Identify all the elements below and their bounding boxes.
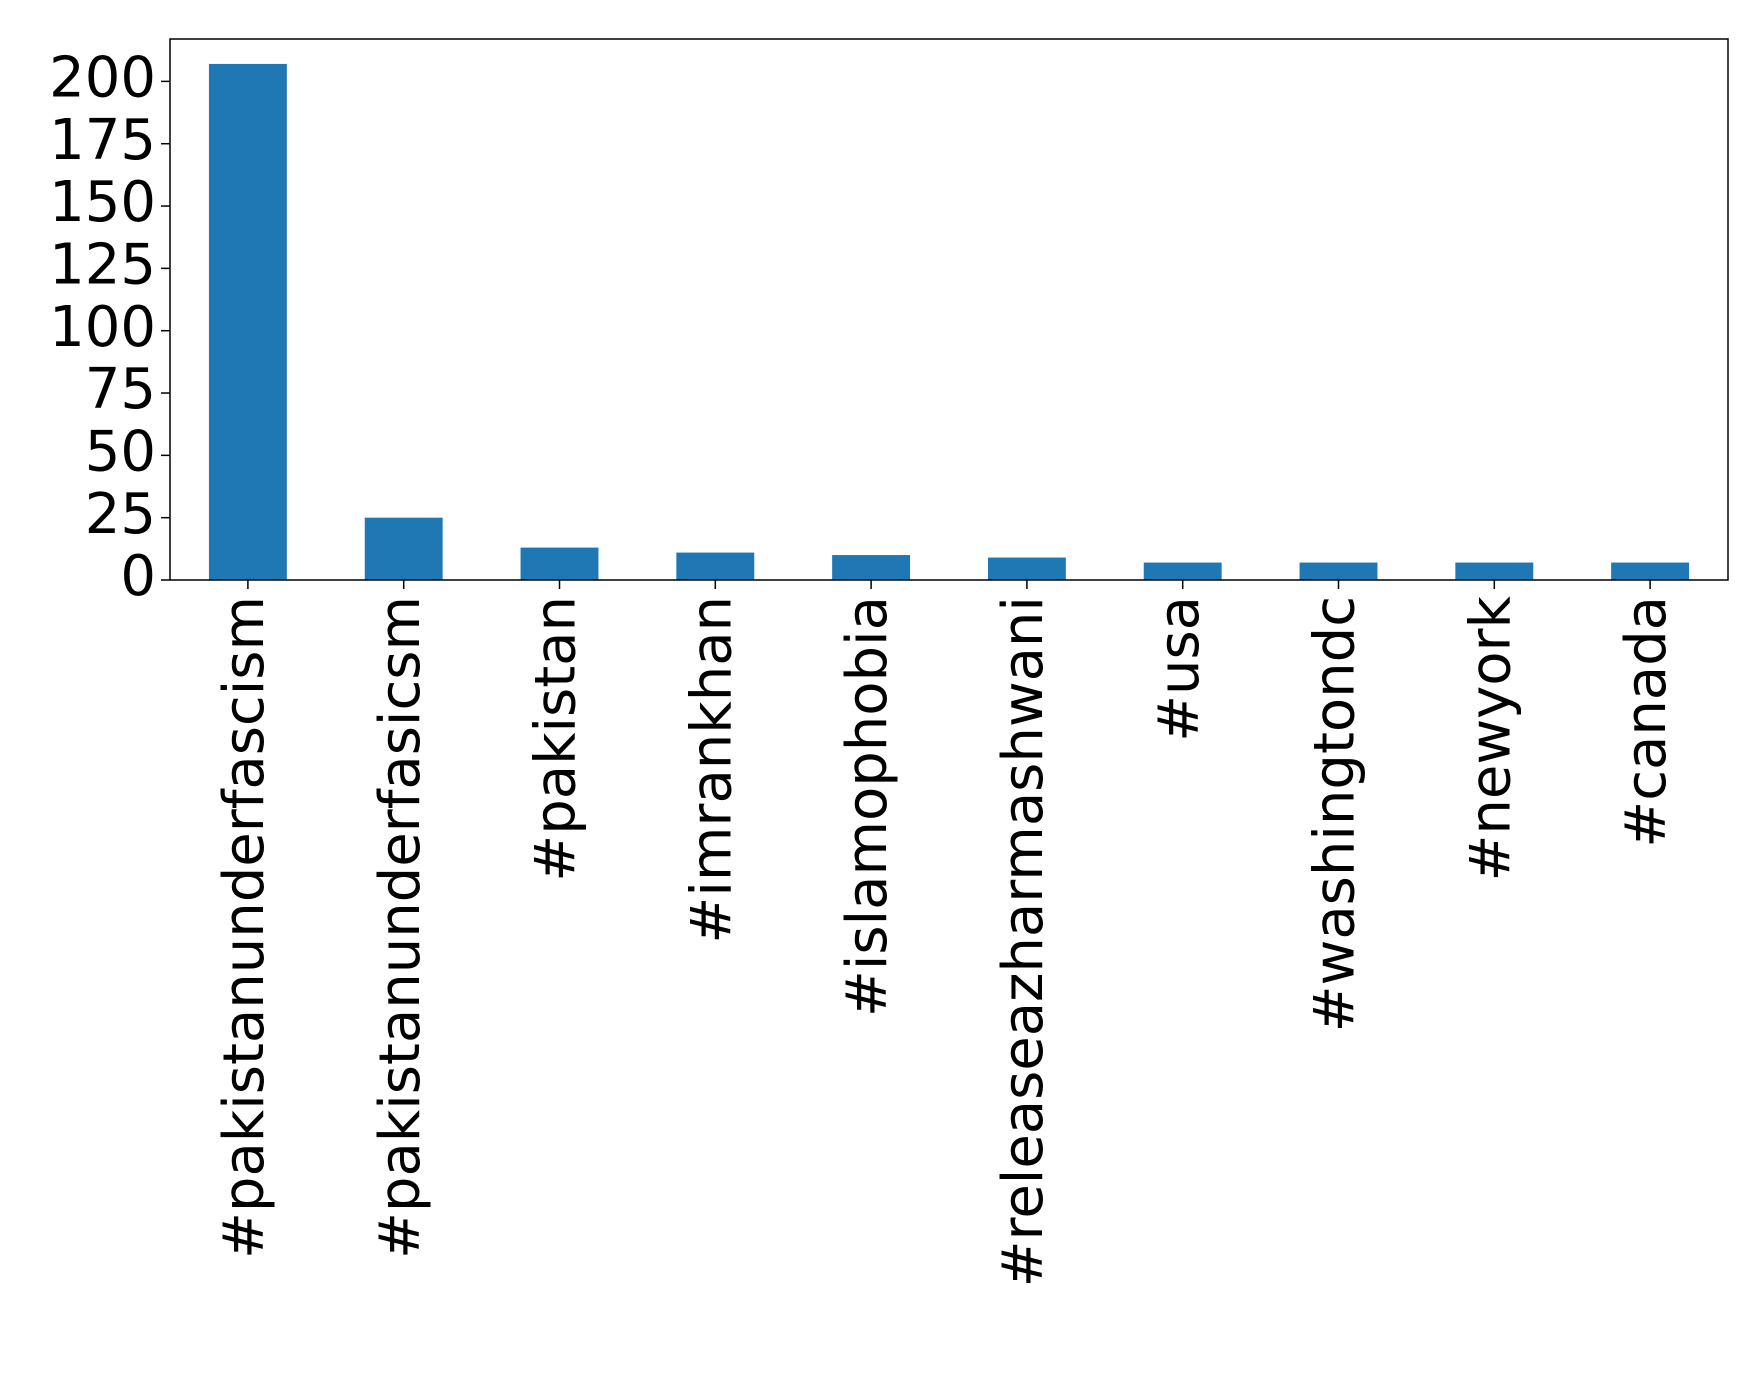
- bar: [676, 552, 755, 580]
- y-tick-label: 75: [85, 357, 156, 422]
- x-tick-label: #pakistan: [524, 596, 589, 882]
- y-tick-label: 125: [49, 233, 156, 298]
- y-tick-label: 200: [49, 46, 156, 111]
- bar: [1143, 562, 1222, 580]
- y-tick-label: 175: [49, 108, 156, 173]
- x-tick-label: #releaseazharmashwani: [991, 596, 1056, 1287]
- bar: [1455, 562, 1534, 580]
- y-tick-label: 150: [49, 170, 156, 235]
- bar: [208, 63, 287, 581]
- bar: [1611, 562, 1690, 580]
- x-tick-label: #newyork: [1458, 595, 1523, 881]
- bar: [1299, 562, 1378, 580]
- x-tick-label: #usa: [1147, 596, 1212, 742]
- x-tick-label: #canada: [1614, 596, 1679, 848]
- y-tick-label: 100: [49, 295, 156, 360]
- y-tick-label: 0: [120, 544, 156, 609]
- y-tick-label: 25: [85, 482, 156, 547]
- x-tick-label: #washingtondc: [1303, 596, 1368, 1032]
- plot-frame: [169, 38, 1729, 581]
- bar: [364, 517, 443, 580]
- x-tick-label: #pakistanunderfasicsm: [368, 596, 433, 1259]
- bar: [832, 555, 911, 580]
- x-tick-label: #pakistanunderfascism: [212, 596, 277, 1259]
- x-tick-label: #imrankhan: [679, 596, 744, 944]
- y-tick-label: 50: [85, 419, 156, 484]
- bar: [987, 557, 1066, 580]
- x-tick-label: #islamophobia: [835, 596, 900, 1017]
- bar: [520, 547, 599, 580]
